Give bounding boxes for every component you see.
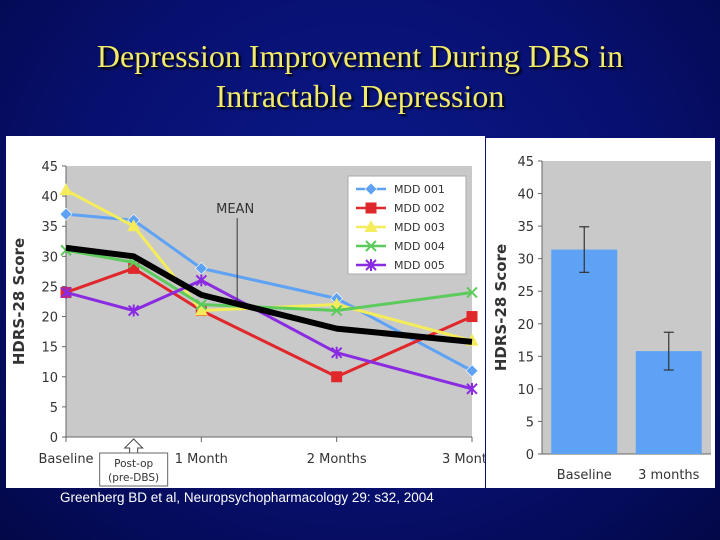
x-tick-label: Baseline xyxy=(38,452,93,467)
y-axis-label: HDRS-28 Score xyxy=(492,244,510,371)
x-tick-label: 2 Months xyxy=(307,452,367,467)
y-axis-label: HDRS-28 Score xyxy=(10,238,28,365)
y-tick-label: 5 xyxy=(526,415,534,430)
data-point xyxy=(59,183,73,196)
data-point xyxy=(364,220,378,232)
title-line-2: Intractable Depression xyxy=(215,78,505,114)
y-tick-label: 45 xyxy=(41,160,58,175)
data-point xyxy=(127,219,141,232)
y-tick-label: 15 xyxy=(41,341,58,356)
x-tick-label: 3 months xyxy=(638,468,700,483)
y-tick-label: 0 xyxy=(50,431,58,446)
data-point xyxy=(195,274,208,287)
data-point xyxy=(128,262,140,274)
line-chart: 0 5 10 15 20 25 30 35 40 45 Baseline 1 Month 2 Month… xyxy=(10,160,485,487)
slide-title: Depression Improvement During DBS in Int… xyxy=(0,36,720,116)
y-tick-label: 20 xyxy=(517,318,534,333)
legend xyxy=(347,175,467,275)
y-tick-label: 30 xyxy=(517,253,534,268)
y-tick-label: 10 xyxy=(41,371,58,386)
x-tick-label: 1 Month xyxy=(175,452,228,467)
data-point xyxy=(364,182,378,196)
y-tick-label: 40 xyxy=(41,190,58,205)
data-point xyxy=(466,382,478,395)
y-tick-label: 25 xyxy=(517,285,534,300)
y-tick-label: 20 xyxy=(41,311,58,326)
data-point xyxy=(194,261,208,275)
title-line-1: Depression Improvement During DBS in xyxy=(96,38,624,74)
legend-label: MDD 001 xyxy=(394,183,445,196)
data-point xyxy=(465,364,479,378)
post-op-box xyxy=(99,452,169,487)
y-tick-label: 35 xyxy=(517,220,534,235)
bar-chart: 0 5 10 15 20 25 30 35 40 45 HDRS-28 Score Baseline 3… xyxy=(492,155,711,483)
data-point xyxy=(365,240,377,252)
data-point xyxy=(466,311,478,323)
y-tick-label: 35 xyxy=(41,220,58,235)
data-point xyxy=(127,304,140,317)
data-point xyxy=(195,298,208,311)
y-tick-label: 5 xyxy=(50,401,58,416)
line-chart-panel: 0 5 10 15 20 25 30 35 40 45 Baseline 1 Month 2 Month… xyxy=(6,136,485,488)
data-point xyxy=(60,286,72,299)
y-tick-label: 15 xyxy=(517,350,534,365)
bar-chart-panel: 0 5 10 15 20 25 30 35 40 45 HDRS-28 Score Baseline 3… xyxy=(486,138,715,488)
x-tick-label: Baseline xyxy=(557,468,612,483)
y-tick-label: 10 xyxy=(517,383,534,398)
bar xyxy=(551,249,618,454)
y-tick-label: 0 xyxy=(526,448,534,463)
citation: Greenberg BD et al, Neuropsychopharmacol… xyxy=(60,490,434,505)
y-tick-label: 40 xyxy=(517,188,534,203)
data-point xyxy=(466,286,478,299)
data-point xyxy=(59,207,73,221)
data-point xyxy=(331,371,343,383)
y-tick-label: 45 xyxy=(517,155,534,170)
legend-label: MDD 004 xyxy=(394,240,445,253)
data-point xyxy=(330,346,343,359)
post-op-arrow-icon xyxy=(123,438,144,454)
mean-line xyxy=(65,244,473,345)
data-point xyxy=(194,303,208,316)
mean-annotation: MEAN xyxy=(216,202,254,217)
post-op-label: Post-op xyxy=(114,458,153,470)
data-point xyxy=(365,259,377,271)
x-tick-label: 3 Months xyxy=(442,452,485,467)
data-point xyxy=(330,304,343,317)
y-tick-label: 30 xyxy=(41,250,58,265)
post-op-label-line2: (pre-DBS) xyxy=(108,472,159,484)
legend-label: MDD 002 xyxy=(394,202,445,215)
legend-label: MDD 005 xyxy=(394,259,445,272)
legend-label: MDD 003 xyxy=(394,221,445,234)
data-point xyxy=(365,202,377,214)
y-tick-label: 25 xyxy=(41,280,58,295)
